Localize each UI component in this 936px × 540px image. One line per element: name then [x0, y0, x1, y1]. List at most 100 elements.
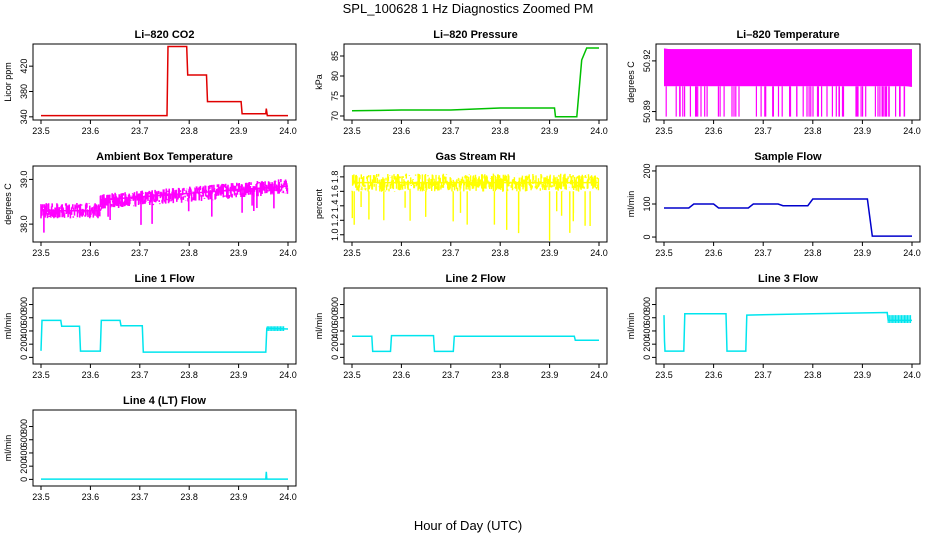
y-tick-label: 0	[19, 477, 29, 482]
plot-title: Line 1 Flow	[135, 273, 195, 285]
y-tick-label: 420	[19, 59, 29, 74]
y-tick-label: 1.6	[330, 185, 340, 198]
plot-frame	[655, 43, 921, 121]
x-tick-label: 23.8	[804, 126, 822, 136]
y-tick-label: 600	[19, 432, 29, 447]
x-tick-label: 23.6	[705, 370, 723, 380]
y-tick-label: 400	[330, 323, 340, 338]
x-tick-label: 24.0	[279, 126, 297, 136]
series-group	[351, 47, 599, 118]
series-group	[663, 48, 913, 117]
x-tick-label: 24.0	[590, 126, 608, 136]
y-axis-label: ml/min	[314, 313, 324, 340]
plot-frame	[343, 287, 608, 365]
y-tick-label: 0	[330, 355, 340, 360]
y-axis-label: kPa	[314, 74, 324, 90]
y-tick-label: 200	[642, 163, 652, 178]
plot-title: Li–820 Pressure	[433, 29, 517, 41]
plot-frame	[343, 165, 608, 243]
x-tick-label: 23.5	[32, 492, 50, 502]
y-tick-label: 1.4	[330, 200, 340, 213]
x-tick-label: 23.7	[131, 126, 149, 136]
subplot-6: Sample Flow 23.5 23.6 23.7 23.8 23.9 24.0 0 100 2…	[626, 151, 921, 258]
y-tick-label: 800	[642, 297, 652, 312]
y-tick-label: 0	[642, 235, 652, 240]
x-tick-label: 23.9	[230, 248, 248, 258]
x-tick-label: 23.5	[655, 370, 673, 380]
series-noise	[266, 326, 285, 331]
x-tick-label: 24.0	[279, 492, 297, 502]
x-tick-label: 23.6	[393, 126, 411, 136]
series-noise	[351, 173, 600, 241]
plot-title: Line 4 (LT) Flow	[123, 395, 206, 407]
x-tick-label: 23.7	[131, 370, 149, 380]
y-tick-label: 800	[19, 419, 29, 434]
y-tick-label: 800	[330, 297, 340, 312]
x-tick-label: 24.0	[903, 126, 921, 136]
y-axis-label: ml/min	[626, 191, 636, 218]
x-tick-label: 23.9	[230, 492, 248, 502]
plot-frame	[343, 43, 608, 121]
plot-title: Ambient Box Temperature	[96, 151, 233, 163]
x-tick-label: 23.5	[32, 248, 50, 258]
series-noise	[887, 315, 912, 323]
subplot-2: Li–820 Pressure 23.5 23.6 23.7 23.8 23.9 24.0 7…	[314, 29, 608, 136]
x-tick-label: 23.8	[180, 126, 198, 136]
plot-title: Li–820 CO2	[135, 29, 195, 41]
y-tick-label: 200	[19, 337, 29, 352]
x-tick-label: 23.8	[491, 248, 509, 258]
x-tick-label: 23.9	[230, 126, 248, 136]
plot-title: Sample Flow	[754, 151, 822, 163]
series-line	[663, 311, 912, 352]
x-tick-label: 23.6	[82, 370, 100, 380]
x-tick-label: 23.7	[442, 370, 460, 380]
y-axis-label: degrees C	[3, 183, 13, 225]
x-tick-label: 23.5	[32, 370, 50, 380]
y-tick-label: 400	[19, 323, 29, 338]
x-tick-label: 23.8	[491, 126, 509, 136]
x-tick-label: 23.5	[655, 248, 673, 258]
series-line	[40, 319, 289, 353]
y-tick-label: 1.8	[330, 171, 340, 184]
y-tick-label: 200	[642, 337, 652, 352]
series-line	[664, 198, 912, 237]
y-axis-label: ml/min	[626, 313, 636, 340]
series-group	[41, 45, 288, 117]
x-tick-label: 24.0	[903, 370, 921, 380]
x-tick-label: 23.7	[754, 126, 772, 136]
y-tick-label: 600	[642, 310, 652, 325]
y-tick-label: 600	[19, 310, 29, 325]
series-group	[663, 311, 912, 352]
x-tick-label: 23.7	[131, 492, 149, 502]
series-line	[352, 334, 599, 353]
y-axis-label: degrees C	[626, 61, 636, 103]
x-tick-label: 24.0	[590, 370, 608, 380]
series-line	[351, 47, 599, 118]
plot-title: Line 3 Flow	[758, 273, 818, 285]
x-tick-label: 23.8	[180, 248, 198, 258]
subplot-7: Line 1 Flow 23.5 23.6 23.7 23.8 23.9 24.0 0 2004…	[3, 273, 297, 380]
plot-frame	[32, 409, 297, 487]
y-axis-label: ml/min	[3, 435, 13, 462]
x-tick-label: 24.0	[279, 248, 297, 258]
plot-frame	[655, 287, 921, 365]
y-axis-label: Licor ppm	[3, 62, 13, 102]
x-tick-label: 23.7	[754, 248, 772, 258]
y-tick-label: 70	[330, 111, 340, 121]
x-axis-title: Hour of Day (UTC)	[413, 518, 523, 533]
y-tick-label: 85	[330, 51, 340, 61]
y-tick-label: 380	[19, 84, 29, 99]
y-tick-label: 1.2	[330, 214, 340, 227]
y-axis-label: ml/min	[3, 313, 13, 340]
y-tick-label: 50.92	[642, 50, 652, 73]
x-tick-label: 23.7	[754, 370, 772, 380]
y-tick-label: 39.0	[19, 171, 29, 189]
series-spikes	[665, 86, 906, 117]
series-line	[41, 471, 288, 480]
x-tick-label: 23.6	[705, 248, 723, 258]
plot-title: Line 2 Flow	[446, 273, 506, 285]
y-axis-label: percent	[314, 188, 324, 219]
x-tick-label: 23.5	[655, 126, 673, 136]
y-tick-label: 100	[642, 196, 652, 211]
